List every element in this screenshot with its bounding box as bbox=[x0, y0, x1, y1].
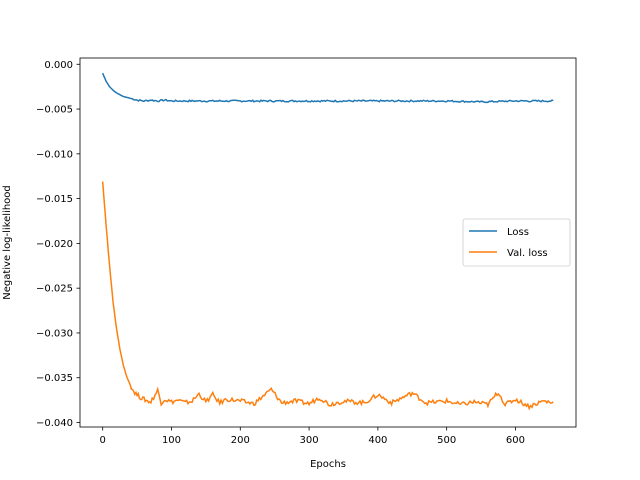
x-tick-label: 300 bbox=[300, 435, 319, 446]
series-line-loss bbox=[102, 72, 554, 104]
x-tick-label: 400 bbox=[368, 435, 387, 446]
y-tick-label: −0.040 bbox=[36, 418, 73, 429]
y-tick-label: −0.020 bbox=[36, 239, 73, 250]
series-line-val-loss bbox=[101, 181, 554, 411]
legend-label-val-loss: Val. loss bbox=[507, 248, 548, 259]
axes-frame bbox=[79, 57, 577, 428]
legend-label-loss: Loss bbox=[507, 227, 529, 238]
y-axis: 0.000 −0.005 −0.010 −0.015 −0.020 −0.025 −0.03… bbox=[36, 60, 80, 429]
y-tick-label: −0.015 bbox=[36, 194, 73, 205]
y-tick-label: −0.005 bbox=[36, 105, 73, 116]
y-tick-label: −0.025 bbox=[36, 284, 73, 295]
x-axis-label: Epochs bbox=[310, 459, 346, 470]
y-tick-label: −0.030 bbox=[36, 328, 73, 339]
y-tick-label: −0.035 bbox=[36, 373, 73, 384]
x-tick-label: 100 bbox=[162, 435, 181, 446]
x-tick-label: 500 bbox=[437, 435, 456, 446]
legend: Loss Val. loss bbox=[462, 218, 571, 267]
y-axis-label: Negative log-likelihood bbox=[2, 185, 13, 300]
x-tick-label: 0 bbox=[100, 435, 106, 446]
x-axis: 0 100 200 300 400 500 600 bbox=[100, 427, 525, 446]
plot-area bbox=[101, 72, 554, 411]
x-tick-label: 600 bbox=[506, 435, 525, 446]
y-tick-label: 0.000 bbox=[44, 60, 73, 71]
x-tick-label: 200 bbox=[231, 435, 250, 446]
y-tick-label: −0.010 bbox=[36, 149, 73, 160]
